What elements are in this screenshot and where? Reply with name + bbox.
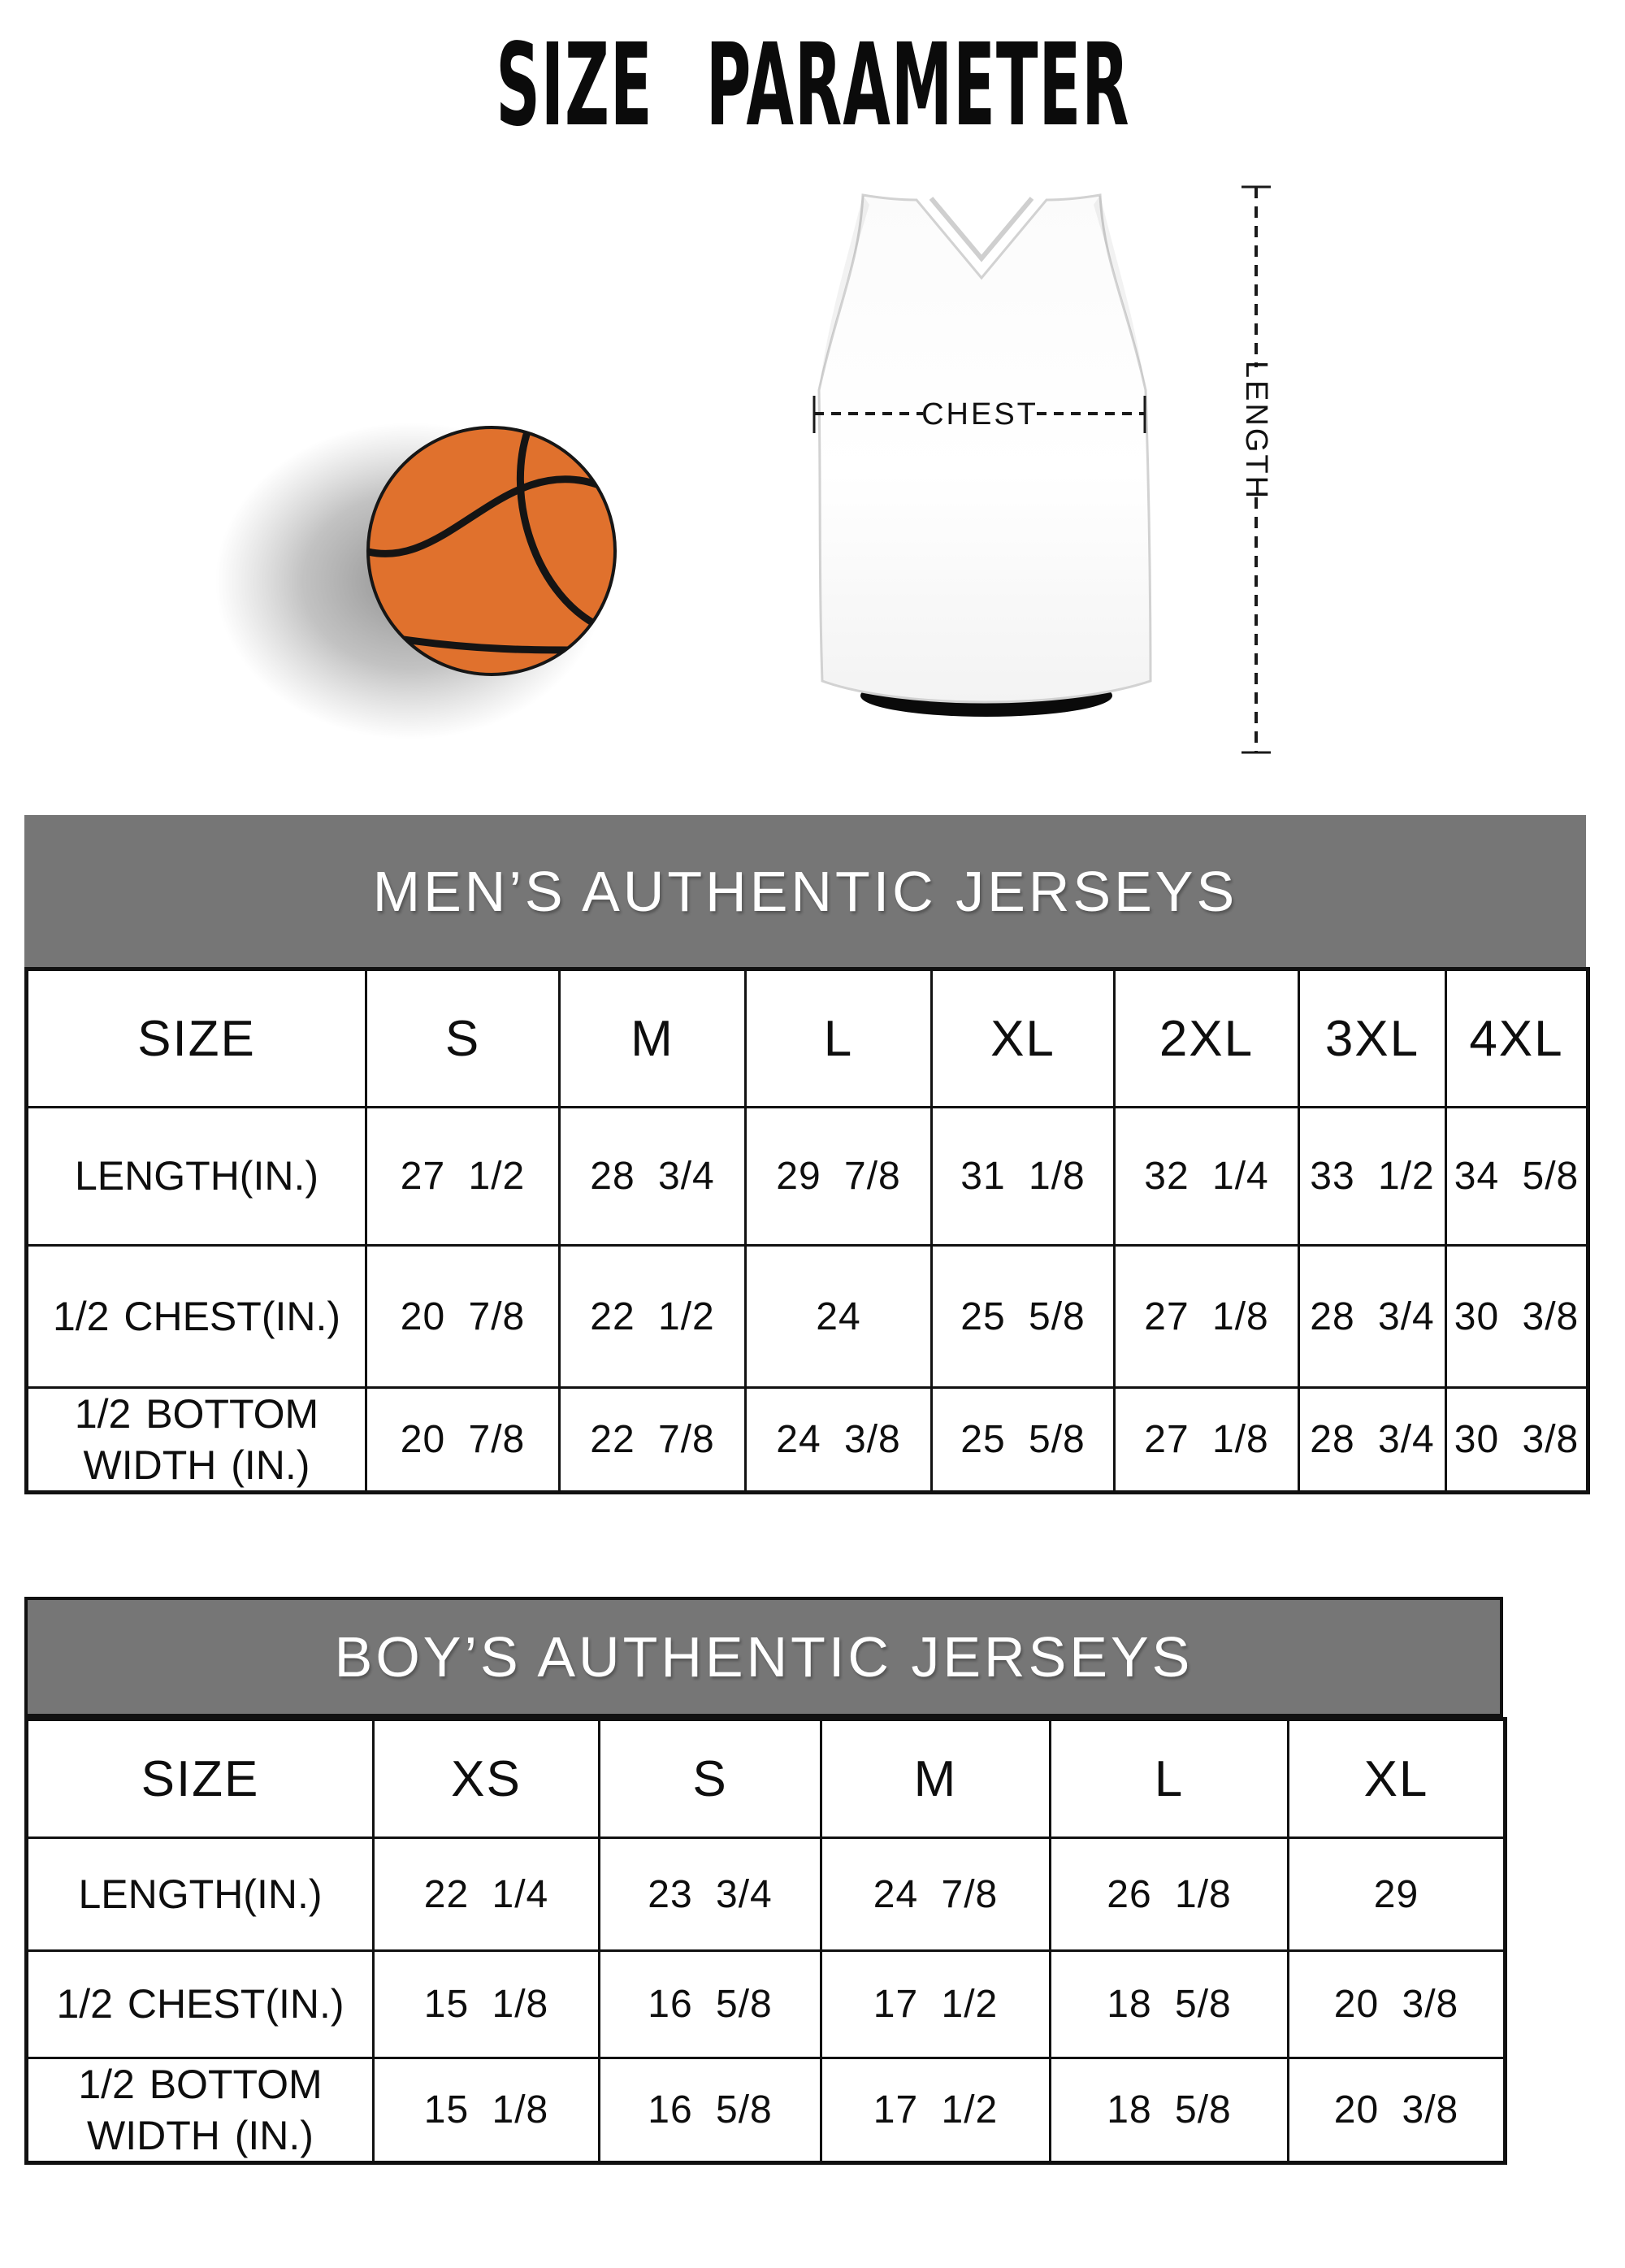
value-cell: 24 3/8 — [744, 1386, 933, 1494]
basketball-seams — [354, 416, 609, 654]
value-cell: 18 5/8 — [1049, 1949, 1289, 2059]
value-cell: 29 — [1287, 1837, 1506, 1952]
value-cell: 29 7/8 — [744, 1106, 933, 1247]
value-cell: 20 7/8 — [365, 1386, 561, 1494]
measurement-row: 1/2 BOTTOM WIDTH (IN.) 20 7/8 22 7/8 24 3/8… — [25, 1386, 1589, 1494]
boys-section-title: BOY’S AUTHENTIC JERSEYS — [334, 1625, 1194, 1689]
value-cell: 33 1/2 — [1298, 1106, 1447, 1247]
size-header-cell: XL — [930, 968, 1116, 1108]
jersey-right-armhole-shade — [1094, 195, 1146, 390]
value-cell: 25 5/8 — [930, 1386, 1116, 1494]
size-header-cell: M — [558, 968, 747, 1108]
size-column-header: SIZE — [25, 968, 367, 1108]
size-column-header: SIZE — [25, 1718, 375, 1839]
measurement-row: 1/2 CHEST(IN.) 20 7/8 22 1/2 24 25 5/8 27 1/8… — [25, 1244, 1589, 1389]
value-cell: 15 1/8 — [372, 2057, 600, 2164]
value-cell: 23 3/4 — [598, 1837, 822, 1952]
value-cell: 24 7/8 — [820, 1837, 1051, 1952]
value-cell: 24 — [744, 1244, 933, 1389]
size-header-cell: XS — [372, 1718, 600, 1839]
mens-section-title: MEN’S AUTHENTIC JERSEYS — [372, 859, 1238, 923]
row-label-cell: 1/2 BOTTOM WIDTH (IN.) — [25, 1386, 367, 1494]
value-cell: 30 3/8 — [1445, 1244, 1589, 1389]
size-header-cell: M — [820, 1718, 1051, 1839]
size-header-cell: XL — [1287, 1718, 1506, 1839]
row-label-cell: LENGTH(IN.) — [25, 1106, 367, 1247]
row-label-cell: LENGTH(IN.) — [25, 1837, 375, 1952]
boys-section-header: BOY’S AUTHENTIC JERSEYS — [24, 1597, 1503, 1717]
size-header-cell: 2XL — [1113, 968, 1300, 1108]
value-cell: 22 7/8 — [558, 1386, 747, 1494]
boys-size-table: SIZE XS S M L XL LENGTH(IN.) 22 1/4 23 3/4 24 7/8… — [24, 1717, 1507, 2165]
page-title: SIZE PARAMETER — [0, 29, 1625, 143]
value-cell: 20 3/8 — [1287, 1949, 1506, 2059]
jersey-illustration — [817, 193, 1152, 717]
value-cell: 15 1/8 — [372, 1949, 600, 2059]
value-cell: 28 3/4 — [1298, 1386, 1447, 1494]
size-header-row: SIZE XS S M L XL — [25, 1718, 1506, 1839]
value-cell: 34 5/8 — [1445, 1106, 1589, 1247]
value-cell: 17 1/2 — [820, 1949, 1051, 2059]
value-cell: 28 3/4 — [1298, 1244, 1447, 1389]
size-diagram: CHEST LENGTH — [215, 185, 1273, 754]
measurement-row: LENGTH(IN.) 27 1/2 28 3/4 29 7/8 31 1/8 32 1/… — [25, 1106, 1589, 1247]
jersey-body — [817, 193, 1152, 704]
value-cell: 17 1/2 — [820, 2057, 1051, 2164]
value-cell: 28 3/4 — [558, 1106, 747, 1247]
size-header-cell: L — [1049, 1718, 1289, 1839]
size-header-cell: 4XL — [1445, 968, 1589, 1108]
measurement-row: 1/2 BOTTOM WIDTH (IN.) 15 1/8 16 5/8 17 1/2… — [25, 2057, 1506, 2164]
value-cell: 20 7/8 — [365, 1244, 561, 1389]
jersey-left-armhole-shade — [819, 195, 869, 390]
value-cell: 20 3/8 — [1287, 2057, 1506, 2164]
row-label-cell: 1/2 CHEST(IN.) — [25, 1244, 367, 1389]
value-cell: 22 1/2 — [558, 1244, 747, 1389]
value-cell: 26 1/8 — [1049, 1837, 1289, 1952]
row-label-cell: 1/2 BOTTOM WIDTH (IN.) — [25, 2057, 375, 2164]
chest-label: CHEST — [921, 397, 1038, 431]
value-cell: 27 1/2 — [365, 1106, 561, 1247]
jersey-neck-trim — [929, 197, 1034, 262]
value-cell: 30 3/8 — [1445, 1386, 1589, 1494]
chest-dimension-line: CHEST — [812, 396, 1146, 433]
value-cell: 27 1/8 — [1113, 1244, 1300, 1389]
value-cell: 22 1/4 — [372, 1837, 600, 1952]
size-header-cell: S — [365, 968, 561, 1108]
size-header-row: SIZE S M L XL 2XL 3XL 4XL — [25, 968, 1589, 1108]
value-cell: 27 1/8 — [1113, 1386, 1300, 1494]
basketball-illustration — [215, 416, 617, 739]
mens-section-header: MEN’S AUTHENTIC JERSEYS — [24, 815, 1586, 967]
measurement-row: LENGTH(IN.) 22 1/4 23 3/4 24 7/8 26 1/8 29 — [25, 1837, 1506, 1952]
row-label-cell: 1/2 CHEST(IN.) — [25, 1949, 375, 2059]
value-cell: 16 5/8 — [598, 1949, 822, 2059]
value-cell: 31 1/8 — [930, 1106, 1116, 1247]
men-size-table: SIZE S M L XL 2XL 3XL 4XL LENGTH(IN.) 27 1/2 28 3/… — [24, 967, 1590, 1494]
page-title-text: SIZE PARAMETER — [495, 20, 1130, 152]
length-label: LENGTH — [1239, 361, 1273, 501]
value-cell: 32 1/4 — [1113, 1106, 1300, 1247]
length-dimension-line: LENGTH — [1239, 185, 1273, 754]
value-cell: 25 5/8 — [930, 1244, 1116, 1389]
boys-size-table-wrap: SIZE XS S M L XL LENGTH(IN.) 22 1/4 23 3/4 24 7/8… — [24, 1717, 1507, 2165]
mens-size-table-wrap: SIZE S M L XL 2XL 3XL 4XL LENGTH(IN.) 27 1/2 28 3/… — [24, 967, 1590, 1494]
measurement-row: 1/2 CHEST(IN.) 15 1/8 16 5/8 17 1/2 18 5/8 20… — [25, 1949, 1506, 2059]
size-header-cell: L — [744, 968, 933, 1108]
value-cell: 18 5/8 — [1049, 2057, 1289, 2164]
size-header-cell: S — [598, 1718, 822, 1839]
size-header-cell: 3XL — [1298, 968, 1447, 1108]
value-cell: 16 5/8 — [598, 2057, 822, 2164]
